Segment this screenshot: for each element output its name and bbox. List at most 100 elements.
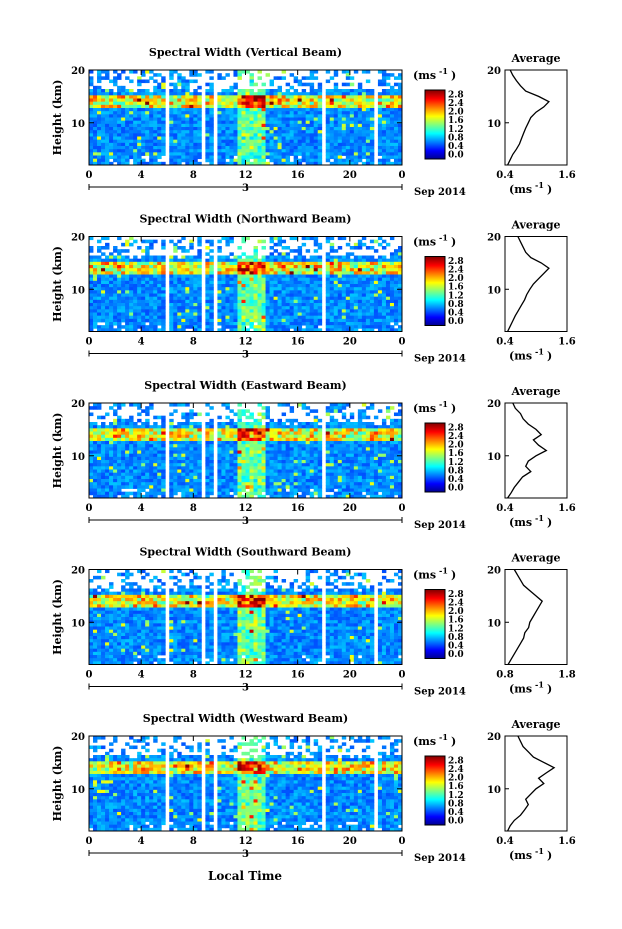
colorbar-tick-label: 0.4 bbox=[448, 142, 464, 152]
y-tick-label: 20 bbox=[71, 233, 85, 244]
average-line bbox=[507, 402, 548, 499]
y-tick-label: 10 bbox=[71, 119, 85, 130]
x-tick-label: 12 bbox=[239, 170, 253, 181]
x-tick-label: 0 bbox=[86, 337, 93, 348]
date-label: Sep 2014 bbox=[414, 354, 466, 365]
panel-5: Spectral Width (Westward Beam) 20 10 Height… bbox=[51, 712, 576, 864]
colorbar-tick-label: 2.8 bbox=[448, 756, 464, 766]
y-tick-label: 10 bbox=[71, 452, 85, 463]
x-tick-label: 4 bbox=[138, 170, 145, 181]
colorbar-tick-label: 2.8 bbox=[448, 90, 464, 100]
colorbar-unit: (ms bbox=[413, 69, 436, 82]
colorbar-tick-label: 2.0 bbox=[448, 274, 464, 284]
average-title: Average bbox=[510, 552, 560, 565]
colorbar-tick-label: 0.8 bbox=[448, 633, 464, 643]
x-tick-label: 4 bbox=[138, 836, 145, 847]
colorbar-tick-label: 2.0 bbox=[448, 441, 464, 451]
heatmap-image bbox=[89, 236, 403, 332]
colorbar bbox=[424, 256, 446, 326]
average-x-tick-label: 1.8 bbox=[558, 670, 575, 681]
day-tick-label: 3 bbox=[242, 849, 249, 860]
colorbar-tick-label: 1.2 bbox=[448, 624, 464, 634]
colorbar-tick-label: 0.8 bbox=[448, 300, 464, 310]
colorbar-tick-label: 2.4 bbox=[448, 432, 464, 442]
date-label: Sep 2014 bbox=[414, 853, 466, 864]
average-y-tick-label: 20 bbox=[487, 732, 501, 743]
average-unit: (ms bbox=[509, 683, 532, 696]
x-tick-label: 12 bbox=[239, 670, 253, 681]
average-line bbox=[507, 569, 544, 665]
average-x-tick-label: 0.4 bbox=[496, 337, 513, 348]
average-unit-close: ) bbox=[547, 683, 552, 696]
colorbar-unit: (ms bbox=[413, 402, 436, 415]
average-title: Average bbox=[510, 219, 560, 232]
average-unit-sup: -1 bbox=[535, 347, 544, 357]
y-axis-label: Height (km) bbox=[51, 579, 64, 655]
colorbar-unit-sup: -1 bbox=[439, 233, 448, 243]
panel-title: Spectral Width (Westward Beam) bbox=[143, 712, 348, 725]
colorbar-tick-label: 0.8 bbox=[448, 133, 464, 143]
x-tick-label: 12 bbox=[239, 337, 253, 348]
x-tick-label: 0 bbox=[399, 503, 406, 514]
colorbar-tick-label: 0.0 bbox=[448, 151, 464, 161]
x-tick-label: 8 bbox=[190, 337, 197, 348]
colorbar-tick-label: 2.8 bbox=[448, 423, 464, 433]
average-frame bbox=[504, 236, 568, 332]
x-tick-label: 16 bbox=[291, 170, 305, 181]
colorbar-tick-label: 1.2 bbox=[448, 125, 464, 135]
colorbar-tick-label: 2.0 bbox=[448, 607, 464, 617]
average-title: Average bbox=[510, 52, 560, 65]
x-tick-label: 8 bbox=[190, 836, 197, 847]
average-profile: Average 20 10 0.4 1.6 (ms -1) bbox=[487, 219, 576, 363]
colorbar-tick-label: 1.6 bbox=[448, 616, 464, 626]
x-tick-label: 20 bbox=[343, 337, 357, 348]
colorbar-tick-label: 2.8 bbox=[448, 590, 464, 600]
colorbar-tick-label: 0.4 bbox=[448, 309, 464, 319]
average-profile: Average 20 10 0.4 1.6 (ms -1) bbox=[487, 52, 576, 196]
x-tick-label: 8 bbox=[190, 670, 197, 681]
colorbar-unit: (ms bbox=[413, 735, 436, 748]
average-unit-close: ) bbox=[547, 849, 552, 862]
heatmap-image bbox=[89, 70, 403, 166]
colorbar-tick-label: 0.4 bbox=[448, 642, 464, 652]
y-tick-label: 20 bbox=[71, 66, 85, 77]
average-unit: (ms bbox=[509, 350, 532, 363]
y-axis-label: Height (km) bbox=[51, 413, 64, 489]
y-axis-label: Height (km) bbox=[51, 80, 64, 156]
colorbar-unit-sup: -1 bbox=[439, 66, 448, 76]
x-tick-label: 8 bbox=[190, 503, 197, 514]
x-tick-label: 0 bbox=[399, 337, 406, 348]
colorbar bbox=[424, 89, 446, 160]
average-unit-sup: -1 bbox=[535, 680, 544, 690]
average-unit-close: ) bbox=[547, 183, 552, 196]
y-tick-label: 20 bbox=[71, 399, 85, 410]
x-tick-label: 0 bbox=[86, 836, 93, 847]
day-tick-label: 3 bbox=[242, 350, 249, 361]
heatmap-image bbox=[89, 403, 403, 499]
colorbar-tick-label: 1.6 bbox=[448, 116, 464, 126]
average-y-tick-label: 20 bbox=[487, 399, 501, 410]
date-label: Sep 2014 bbox=[414, 520, 466, 531]
colorbar-unit-close: ) bbox=[451, 735, 456, 748]
day-tick-label: 3 bbox=[242, 516, 249, 527]
x-tick-label: 0 bbox=[399, 836, 406, 847]
y-tick-label: 10 bbox=[71, 618, 85, 629]
colorbar-tick-label: 0.8 bbox=[448, 466, 464, 476]
colorbar-tick-label: 1.6 bbox=[448, 283, 464, 293]
day-tick-label: 3 bbox=[242, 183, 249, 194]
average-frame bbox=[504, 569, 568, 665]
x-tick-label: 12 bbox=[239, 503, 253, 514]
average-y-tick-label: 20 bbox=[487, 233, 501, 244]
average-x-tick-label: 0.4 bbox=[496, 503, 513, 514]
colorbar-unit-close: ) bbox=[451, 69, 456, 82]
average-profile: Average 20 10 0.4 1.6 (ms -1) bbox=[487, 385, 576, 529]
colorbar-unit: (ms bbox=[413, 236, 436, 249]
colorbar-unit-sup: -1 bbox=[439, 399, 448, 409]
colorbar-tick-label: 0.0 bbox=[448, 317, 464, 327]
x-tick-label: 16 bbox=[291, 836, 305, 847]
panel-title: Spectral Width (Eastward Beam) bbox=[144, 379, 346, 392]
average-unit-close: ) bbox=[547, 516, 552, 529]
x-tick-label: 16 bbox=[291, 337, 305, 348]
average-y-tick-label: 10 bbox=[487, 785, 501, 796]
